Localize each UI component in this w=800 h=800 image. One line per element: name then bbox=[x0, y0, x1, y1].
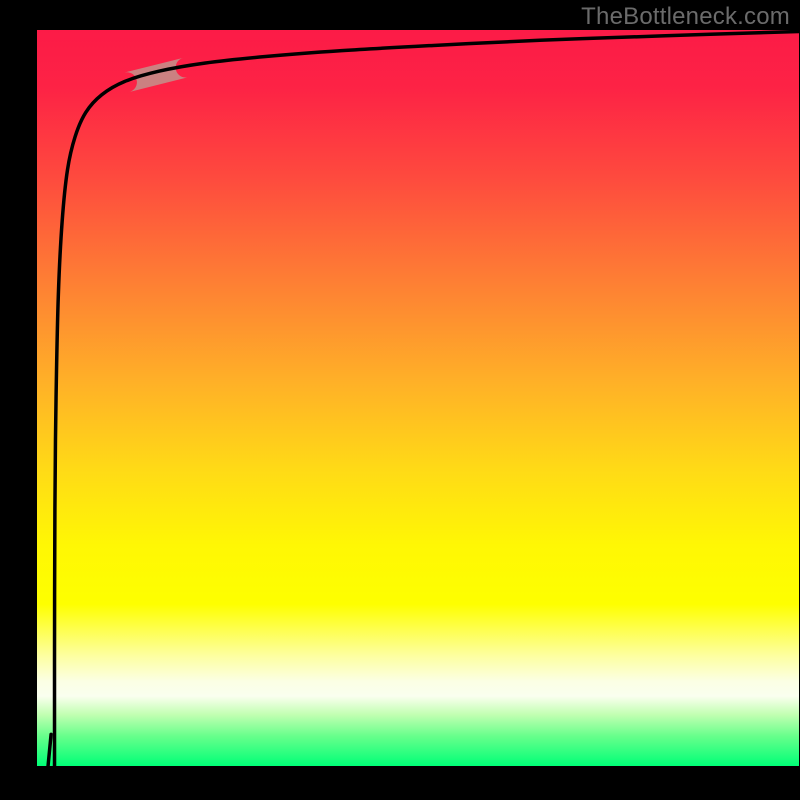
initial-tick bbox=[48, 734, 51, 766]
highlight-segment bbox=[124, 58, 188, 92]
attribution-watermark: TheBottleneck.com bbox=[581, 3, 790, 31]
bottleneck-curve bbox=[54, 31, 799, 766]
chart-frame: TheBottleneck.com bbox=[0, 0, 800, 800]
chart-svg bbox=[0, 0, 800, 800]
